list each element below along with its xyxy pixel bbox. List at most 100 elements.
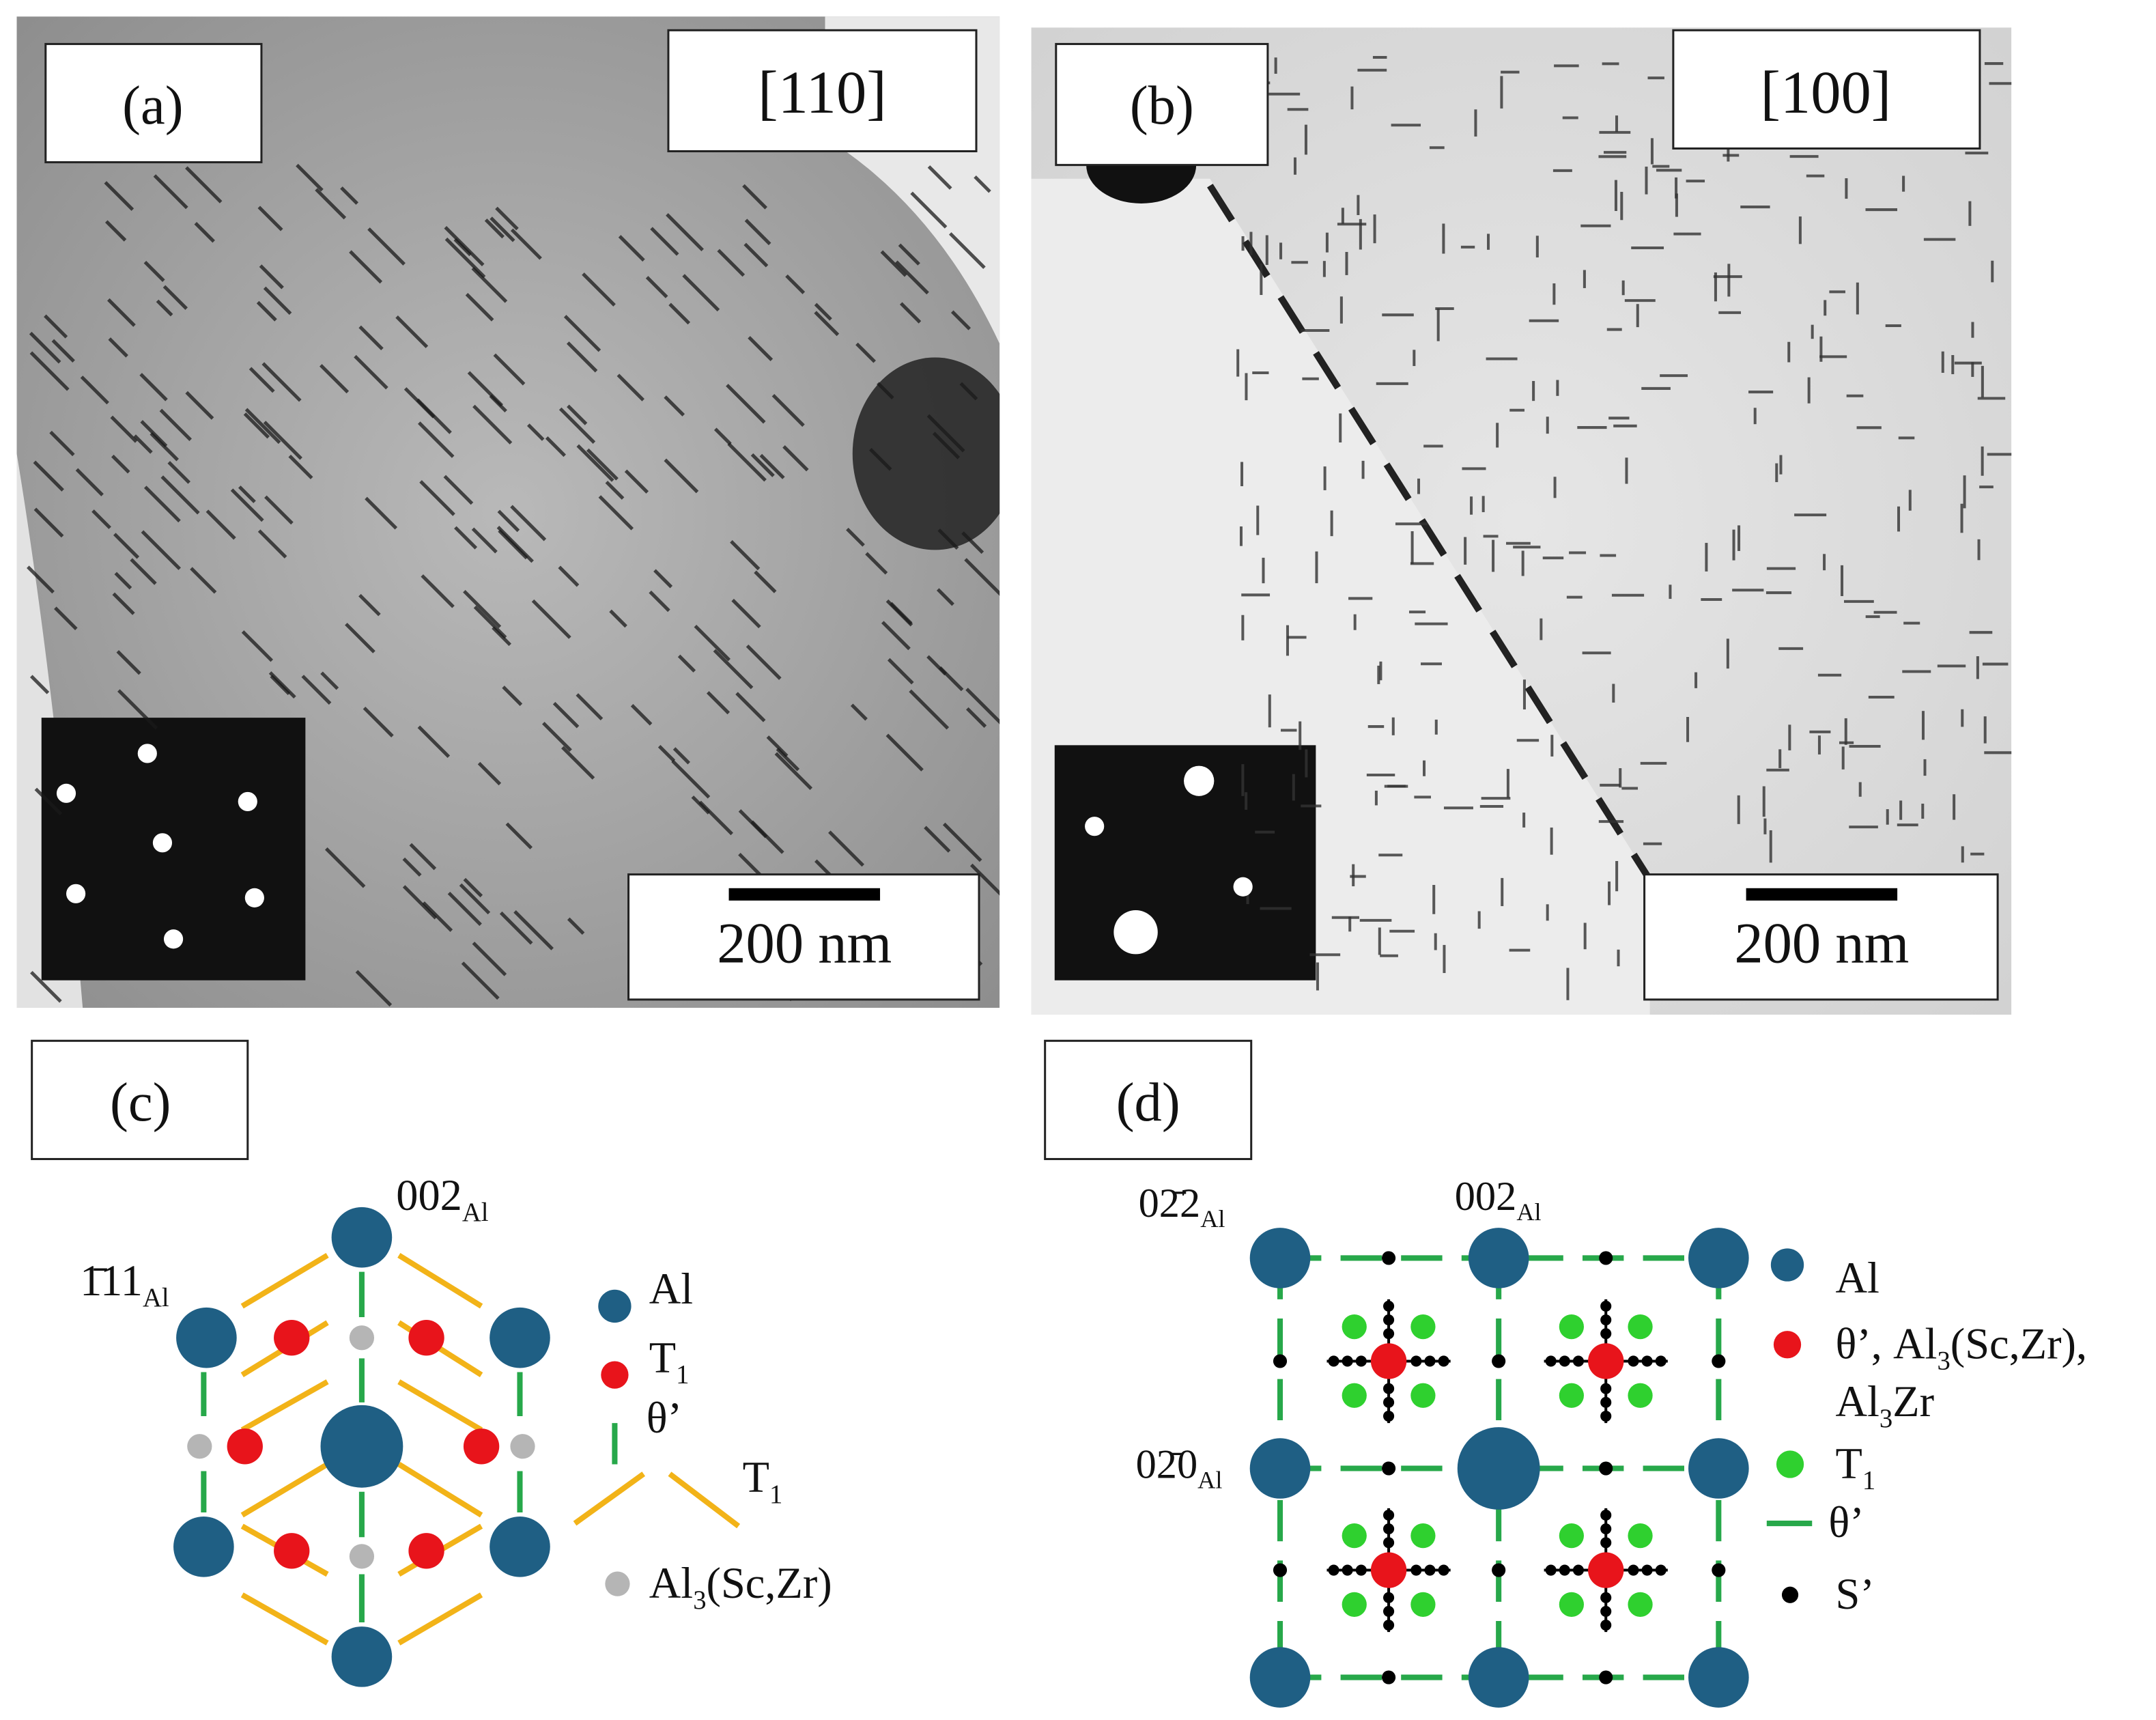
precipitate — [190, 567, 217, 594]
label: Al — [649, 1265, 693, 1313]
precipitate — [497, 509, 520, 533]
precipitate — [965, 688, 1000, 724]
precipitate — [924, 826, 951, 853]
precipitate — [107, 298, 136, 327]
precipitate — [117, 689, 158, 730]
precipitate — [742, 184, 767, 210]
precipitate — [402, 885, 438, 920]
precipitate — [141, 530, 182, 570]
precipitate — [472, 404, 513, 445]
s-spot — [1273, 1354, 1288, 1368]
precipitate — [717, 249, 746, 277]
precipitate — [567, 404, 588, 425]
subscript: 1 — [676, 1361, 689, 1390]
legend-marker — [601, 1361, 629, 1389]
precipitate — [682, 274, 720, 312]
precipitate — [927, 165, 952, 190]
label: T1 — [649, 1334, 690, 1390]
precipitate — [694, 624, 731, 662]
precipitate — [974, 175, 991, 193]
scale-label: 200 nm — [717, 912, 892, 976]
precipitate — [417, 725, 451, 759]
precipitate — [750, 820, 784, 854]
precipitate — [29, 351, 70, 391]
precipitate — [586, 448, 619, 481]
precipitate — [698, 800, 733, 836]
al-spot — [176, 1307, 237, 1368]
precipitate — [706, 691, 731, 715]
precipitate — [143, 485, 181, 523]
precipitate — [461, 961, 500, 1000]
theta-spot — [1588, 1343, 1624, 1379]
precipitate — [964, 558, 1000, 596]
precipitate — [409, 843, 437, 871]
al-spot — [490, 1516, 550, 1577]
precipitate — [108, 337, 128, 358]
t1-spot — [1559, 1523, 1585, 1549]
precipitate — [653, 569, 673, 589]
al-spot — [1249, 1647, 1311, 1708]
t1-spot — [1559, 1383, 1585, 1408]
precipitate — [766, 735, 789, 757]
precipitate — [959, 382, 978, 401]
precipitate — [510, 505, 547, 541]
precipitate — [345, 623, 375, 653]
precipitate — [558, 407, 596, 444]
precipitate — [510, 228, 542, 260]
precipitate — [301, 675, 332, 705]
t1-spot — [1342, 1383, 1367, 1408]
precipitate — [162, 285, 188, 310]
label: 002Al — [1455, 1174, 1542, 1226]
precipitate — [418, 421, 455, 458]
precipitate — [110, 415, 138, 443]
label-text: Al — [1835, 1377, 1879, 1426]
precipitate — [782, 445, 809, 472]
precipitate — [926, 414, 965, 453]
precipitate — [358, 325, 384, 351]
t1-spot — [1410, 1592, 1436, 1617]
t1-spot — [1410, 1383, 1436, 1408]
precipitate — [463, 589, 502, 629]
s-spot — [1492, 1563, 1506, 1577]
al-spot — [173, 1516, 234, 1577]
al-spot — [1249, 1438, 1311, 1499]
precipitate — [263, 421, 302, 460]
label-text: 1̄11 — [80, 1256, 143, 1305]
precipitate — [885, 733, 924, 772]
precipitate — [750, 453, 775, 477]
precipitate — [877, 382, 894, 399]
al-spot — [1457, 1427, 1540, 1510]
t1-spot — [1628, 1523, 1653, 1549]
diffraction-spot — [238, 791, 257, 812]
precipitate — [354, 354, 388, 390]
t1-spot — [1559, 1592, 1585, 1617]
precipitate — [493, 353, 526, 386]
precipitate — [264, 495, 294, 525]
label-text: Al — [1835, 1254, 1879, 1302]
precipitate — [194, 222, 215, 243]
s-spot — [1382, 1461, 1396, 1476]
legend-marker — [1776, 1450, 1804, 1478]
precipitate — [492, 626, 511, 647]
subscript: 3 — [1937, 1347, 1950, 1376]
precipitate — [472, 942, 507, 976]
al-spot — [1468, 1647, 1529, 1708]
theta-spot — [1588, 1552, 1624, 1588]
precipitate — [887, 658, 914, 685]
tem-image-b — [1031, 27, 2012, 1015]
diffraction-spot — [163, 929, 184, 949]
precipitate — [143, 260, 165, 282]
precipitate — [657, 745, 676, 763]
al-spot — [1468, 1228, 1529, 1288]
precipitate — [495, 206, 519, 231]
precipitate — [349, 250, 383, 284]
precipitate — [167, 461, 190, 484]
precipitate — [395, 315, 429, 348]
precipitate — [444, 226, 485, 266]
diffraction-spot — [1085, 817, 1105, 836]
precipitate — [185, 166, 223, 203]
label: T1 — [743, 1453, 783, 1509]
precipitate — [150, 432, 179, 462]
